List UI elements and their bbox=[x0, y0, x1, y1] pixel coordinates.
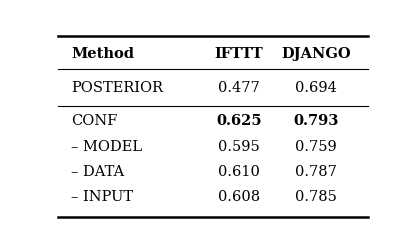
Text: POSTERIOR: POSTERIOR bbox=[72, 81, 163, 96]
Text: 0.595: 0.595 bbox=[218, 140, 260, 154]
Text: – INPUT: – INPUT bbox=[72, 190, 134, 204]
Text: DJANGO: DJANGO bbox=[282, 47, 351, 60]
Text: 0.477: 0.477 bbox=[218, 81, 260, 96]
Text: – DATA: – DATA bbox=[72, 165, 125, 179]
Text: IFTTT: IFTTT bbox=[215, 47, 263, 60]
Text: 0.608: 0.608 bbox=[218, 190, 260, 204]
Text: 0.694: 0.694 bbox=[295, 81, 337, 96]
Text: 0.793: 0.793 bbox=[294, 114, 339, 129]
Text: – MODEL: – MODEL bbox=[72, 140, 142, 154]
Text: 0.759: 0.759 bbox=[295, 140, 337, 154]
Text: Method: Method bbox=[72, 47, 134, 60]
Text: 0.787: 0.787 bbox=[295, 165, 337, 179]
Text: 0.610: 0.610 bbox=[218, 165, 260, 179]
Text: 0.785: 0.785 bbox=[295, 190, 337, 204]
Text: CONF: CONF bbox=[72, 114, 118, 129]
Text: 0.625: 0.625 bbox=[216, 114, 262, 129]
